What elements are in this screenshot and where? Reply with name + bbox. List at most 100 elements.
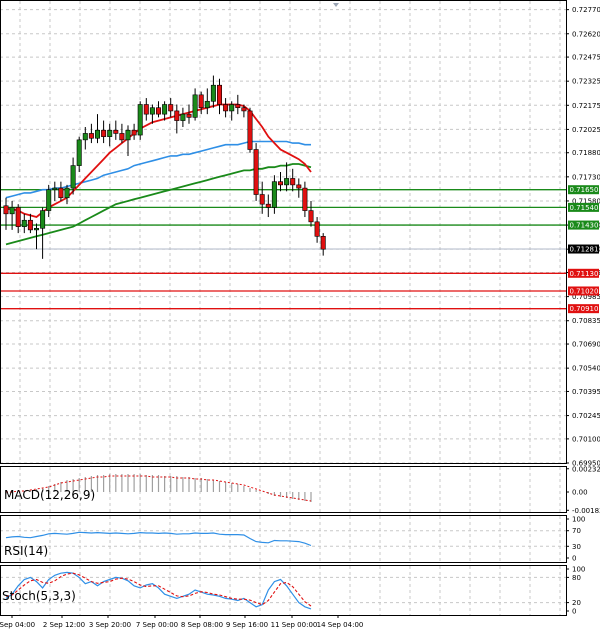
candle-body: [290, 178, 296, 186]
y-tick-label: 0.70835: [572, 317, 600, 325]
candle-body: [64, 187, 70, 199]
level-label: 0.71540: [570, 204, 599, 212]
macd-tick-label: 0.00: [572, 489, 588, 497]
level-badge: [568, 304, 599, 314]
panel-frame-main: [0, 0, 567, 464]
x-tick-label: 2 Sep 12:00: [43, 621, 85, 629]
macd-signal-line: [6, 475, 312, 502]
y-tick-label: 0.72770: [572, 6, 600, 14]
candle-body: [174, 110, 180, 121]
x-tick-label: 9 Sep 16:00: [226, 621, 268, 629]
rsi-panel: RSI(14): [0, 530, 566, 558]
candle-body: [82, 133, 88, 141]
macd-label: MACD(12,26,9): [4, 488, 95, 502]
candle-body: [125, 129, 131, 141]
candle-body: [235, 104, 241, 109]
ma-red-line: [6, 103, 312, 218]
rsi-tick-label: 100: [572, 516, 585, 524]
stoch-tick-label: 100: [572, 566, 585, 574]
y-tick-label: 0.72325: [572, 78, 600, 86]
y-tick-label: 0.70690: [572, 341, 600, 349]
candle-body: [180, 113, 186, 121]
candle-body: [308, 210, 314, 223]
candle-body: [156, 107, 162, 115]
rsi-tick-label: 30: [572, 543, 581, 551]
candle-body: [296, 184, 302, 189]
candle-body: [3, 205, 9, 215]
rsi-tick-label: 0: [572, 555, 576, 563]
rsi-label: RSI(14): [4, 544, 48, 558]
candle-body: [40, 210, 46, 229]
candle-body: [137, 104, 143, 136]
candle-body: [119, 133, 125, 141]
y-tick-label: 0.70245: [572, 412, 600, 420]
y-tick-label: 0.72175: [572, 102, 600, 110]
x-tick-label: 3 Sep 20:00: [89, 621, 131, 629]
y-tick-label: 0.71730: [572, 173, 600, 181]
candle-body: [277, 181, 283, 186]
candle-body: [70, 165, 76, 189]
panel-frame-stoch: [0, 565, 567, 616]
ma-green-line: [5, 163, 312, 246]
candle-body: [223, 104, 229, 112]
stoch-panel: Stoch(5,3,3): [0, 571, 566, 610]
candle-body: [247, 110, 253, 150]
candle-body: [101, 129, 107, 137]
candle-body: [9, 207, 15, 215]
candle-body: [95, 129, 101, 139]
macd-panel: MACD(12,26,9): [4, 474, 312, 502]
candle-body: [284, 178, 290, 186]
rsi-tick-label: 70: [572, 527, 581, 535]
candle-body: [198, 94, 204, 109]
stoch-k-line: [5, 571, 312, 610]
y-tick-label: 0.72620: [572, 30, 600, 38]
candle-body: [204, 100, 210, 109]
candle-body: [33, 227, 39, 231]
candle-body: [217, 84, 223, 105]
level-badge: [568, 220, 599, 230]
candle-body: [88, 133, 94, 139]
level-badge: [568, 202, 599, 212]
candle-body: [186, 113, 192, 118]
level-label: 0.70910: [570, 305, 599, 313]
stoch-tick-label: 20: [572, 599, 581, 607]
y-tick-label: 0.70540: [572, 365, 600, 373]
candle-body: [58, 187, 64, 199]
candle-body: [46, 189, 52, 211]
candle-body: [15, 207, 21, 227]
candle-body: [168, 104, 174, 112]
stoch-d-line: [5, 572, 312, 607]
candle-body: [52, 187, 58, 191]
candle-body: [113, 129, 119, 134]
y-tick-label: 0.72475: [572, 54, 600, 62]
candle-body: [27, 219, 33, 231]
candle-body: [149, 107, 155, 115]
x-tick-label: 1 Sep 04:00: [0, 621, 35, 629]
rsi-line: [5, 531, 312, 547]
candle-body: [21, 219, 27, 227]
level-label: 0.71130: [570, 270, 599, 278]
y-tick-label: 0.70395: [572, 388, 600, 396]
level-label: 0.71020: [570, 287, 599, 295]
candle-body: [259, 194, 265, 205]
panel-frame-macd: [0, 466, 567, 513]
candle-body: [253, 149, 259, 195]
panel-frame-rsi: [0, 515, 567, 563]
candle-body: [241, 107, 247, 112]
level-badge: [568, 185, 599, 195]
candle-body: [107, 129, 113, 137]
stoch-tick-label: 0: [572, 608, 576, 616]
level-badge: [568, 286, 599, 296]
x-tick-label: 11 Sep 00:00: [271, 621, 318, 629]
x-tick-label: 14 Sep 04:00: [317, 621, 364, 629]
candle-body: [229, 104, 235, 112]
current-price-label: 0.71281: [570, 246, 599, 254]
price-panel: [0, 75, 566, 310]
scroll-marker-icon: [333, 3, 339, 7]
candle-body: [131, 129, 137, 136]
candle-body: [192, 94, 198, 118]
level-label: 0.71650: [570, 186, 599, 194]
y-tick-label: 0.69950: [572, 460, 600, 468]
macd-tick-label: 0.002325: [572, 465, 600, 473]
